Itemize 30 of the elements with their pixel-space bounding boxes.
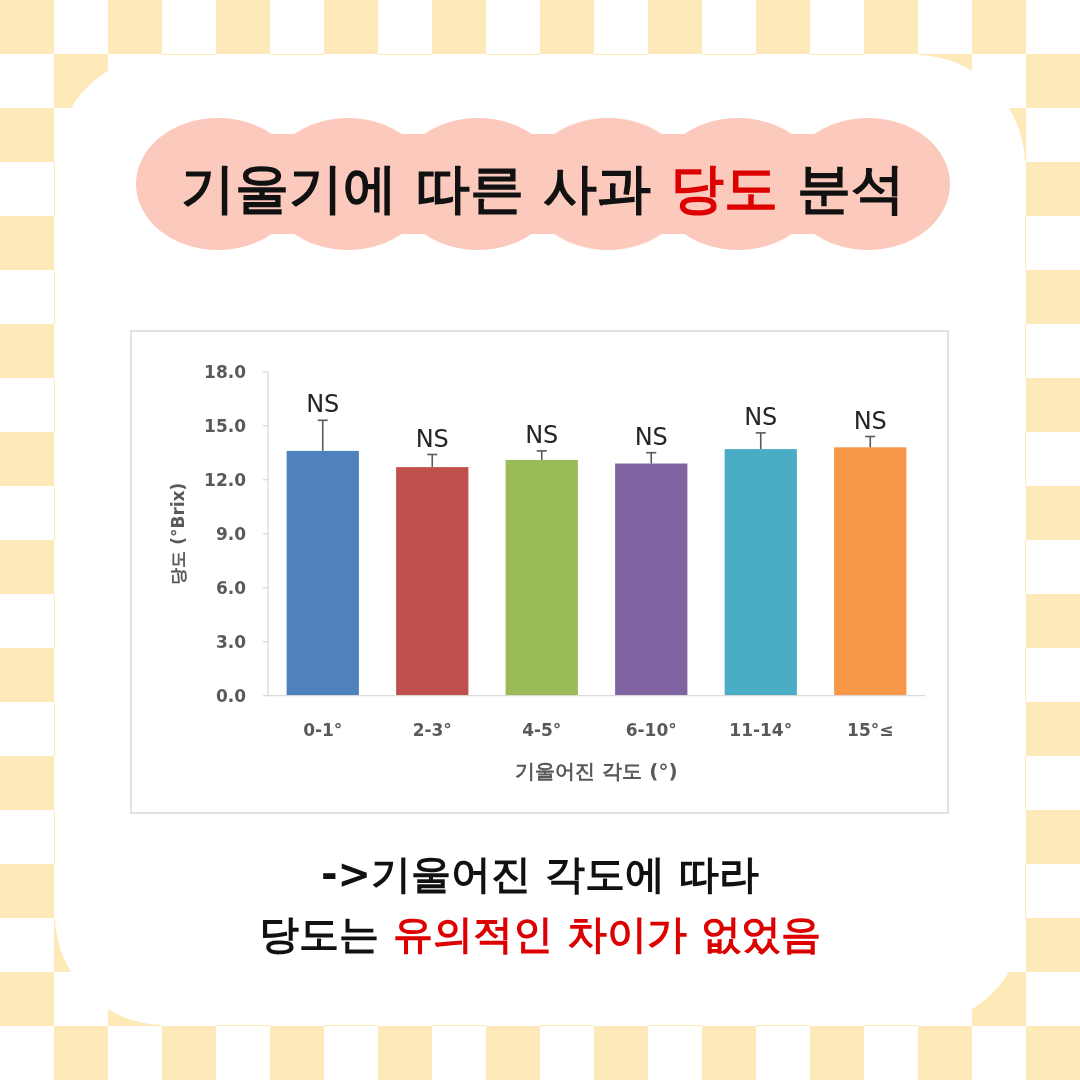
annotation: NS (415, 424, 449, 453)
annotation: NS (634, 422, 668, 451)
y-tick-label: 9.0 (215, 523, 247, 544)
y-tick-label: 0.0 (215, 685, 247, 706)
x-axis-title: 기울어진 각도 (°) (515, 759, 678, 783)
chart-title: 기울기에 따른 사과 당도 분석 (181, 157, 905, 220)
x-tick-label: 11-14° (729, 720, 793, 740)
bar (505, 459, 578, 696)
bar (834, 447, 907, 696)
annotation: NS (306, 390, 340, 419)
annotation: NS (853, 406, 887, 435)
x-tick-label: 15°≤ (847, 720, 894, 740)
bar (286, 450, 359, 696)
bar (615, 463, 688, 696)
annotation: NS (744, 402, 778, 431)
y-tick-label: 18.0 (204, 361, 247, 382)
bar (724, 449, 797, 696)
bar (396, 467, 469, 696)
x-tick-label: 0-1° (303, 720, 343, 740)
text: ->기울어진 각도에 따라 (321, 851, 759, 897)
y-tick-label: 12.0 (204, 469, 247, 490)
y-tick-label: 15.0 (204, 415, 247, 436)
y-tick-label: 3.0 (215, 631, 247, 652)
y-tick-label: 6.0 (215, 577, 247, 598)
x-tick-label: 6-10° (625, 720, 677, 740)
x-tick-label: 2-3° (412, 720, 452, 740)
annotation: NS (525, 420, 559, 449)
x-tick-label: 4-5° (522, 720, 562, 740)
text: 당도는 유의적인 차이가 없었음 (259, 911, 821, 957)
y-axis-title: 당도 (°Brix) (168, 482, 188, 585)
